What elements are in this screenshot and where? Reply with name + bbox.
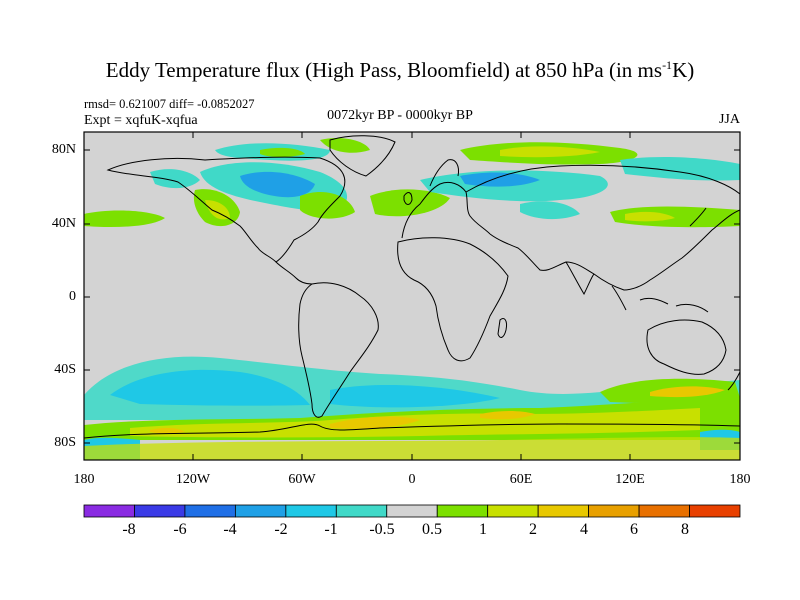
- colorbar-label: 8: [681, 521, 689, 538]
- colorbar-label: 0.5: [422, 521, 442, 538]
- japan-outline: [689, 207, 707, 227]
- arctic-yellow: [500, 146, 600, 158]
- stats-text: rmsd= 0.621007 diff= -0.0852027: [84, 97, 255, 111]
- colorbar-swatch: [436, 504, 489, 518]
- north-pacific-west-green: [610, 206, 740, 228]
- north-pacific-west-yellow: [625, 211, 675, 222]
- colorbar-label: -2: [274, 521, 288, 538]
- y-tick-label: 80N: [51, 142, 76, 157]
- africa-outline: [397, 237, 509, 362]
- y-tick-label: 80S: [54, 435, 76, 450]
- x-tick-label: 120W: [175, 472, 211, 487]
- x-tick-label: 180: [729, 472, 751, 487]
- colorbar-label: 1: [479, 521, 487, 538]
- asia-outline: [465, 164, 740, 291]
- y-tick-label: 0: [69, 289, 76, 304]
- colorbar-label: 4: [580, 521, 588, 538]
- north-pacific-cyan: [150, 169, 200, 189]
- uk-outline: [403, 192, 413, 205]
- colorbar-swatch: [487, 504, 539, 518]
- colorbar-label: -0.5: [369, 521, 395, 538]
- antarctic-orange-patches: [150, 411, 535, 434]
- colorbar-swatch: [537, 504, 590, 518]
- south-atlantic-cyan: [330, 384, 500, 408]
- north-america-outline: [106, 156, 346, 263]
- east-pacific-green: [84, 210, 165, 228]
- antarctic-floor: [84, 437, 740, 460]
- colorbar-swatch: [386, 504, 438, 518]
- y-tick-label: 40N: [51, 216, 76, 231]
- colorbar-label: 2: [529, 521, 537, 538]
- central-asia-cyan: [520, 201, 580, 220]
- new-zealand-outline: [727, 371, 740, 391]
- north-america-blue: [240, 171, 315, 198]
- southern-pacific-blue-core: [110, 369, 310, 406]
- colorbar-swatch: [285, 504, 337, 518]
- colorbar-swatch: [335, 504, 388, 518]
- north-atlantic-green: [300, 191, 355, 219]
- greenland-outline: [329, 135, 396, 177]
- colorbar-swatch: [83, 504, 135, 518]
- india-outline: [565, 261, 595, 296]
- y-tick-label: 40S: [54, 362, 76, 377]
- siberia-blue: [460, 172, 540, 187]
- axis-ticks: [84, 132, 740, 460]
- colorbar-label: 6: [630, 521, 638, 538]
- period-label: 0072kyr BP - 0000kyr BP: [327, 108, 473, 123]
- x-tick-label: 180: [73, 472, 95, 487]
- colorbar-swatch: [588, 504, 640, 518]
- madagascar-outline: [497, 317, 507, 338]
- x-tick-label: 60W: [288, 472, 316, 487]
- colorbar: [83, 504, 741, 518]
- chart-title: Eddy Temperature flux (High Pass, Bloomf…: [105, 58, 695, 82]
- colorbar-label: -4: [223, 521, 237, 538]
- arctic-canada-green: [260, 147, 305, 157]
- colorbar-swatch: [689, 504, 741, 518]
- antarctica-outline: [84, 423, 740, 439]
- greenland-green: [320, 138, 370, 153]
- scandinavia-outline: [429, 159, 459, 187]
- colorbar-swatch: [134, 504, 186, 518]
- coastlines: [84, 135, 740, 439]
- anomaly-fields: [84, 138, 740, 460]
- colorbar-label: -8: [122, 521, 136, 538]
- x-tick-label: 60E: [509, 472, 533, 487]
- colorbar-swatch: [234, 504, 287, 518]
- x-tick-label: 120E: [615, 472, 645, 487]
- atlantic-europe-green: [370, 189, 450, 217]
- season-label: JJA: [718, 112, 740, 127]
- australia-outline: [646, 319, 727, 375]
- colorbar-label: -1: [324, 521, 338, 538]
- experiment-label: Expt = xqfuK-xqfua: [84, 113, 198, 128]
- central-america-outline: [275, 261, 313, 285]
- indian-ocean-orange: [650, 386, 725, 398]
- europe-outline: [401, 181, 491, 239]
- south-america-outline: [298, 282, 379, 418]
- colorbar-swatch: [184, 504, 236, 518]
- southeast-asia-outline: [611, 285, 709, 313]
- north-pacific-yellow: [205, 200, 230, 220]
- x-tick-label: 0: [408, 472, 416, 487]
- colorbar-swatch: [638, 504, 690, 518]
- arctic-ocean-cyan: [620, 157, 740, 181]
- colorbar-label: -6: [173, 521, 187, 538]
